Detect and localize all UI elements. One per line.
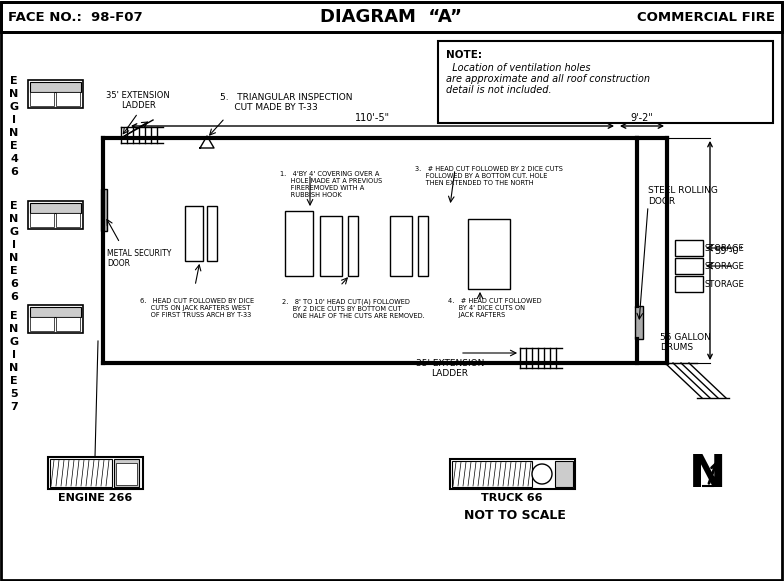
Bar [348,216,358,276]
Bar [30,203,81,213]
Text: N: N [9,128,19,138]
Text: FACE NO.:  98-F07: FACE NO.: 98-F07 [8,10,143,23]
Text: N: N [9,324,19,334]
Bar [101,189,107,231]
Text: 4: 4 [10,154,18,164]
Text: E: E [10,266,18,276]
Text: 3.   # HEAD CUT FOLLOWED BY 2 DICE CUTS
     FOLLOWED BY A BOTTOM CUT. HOLE
    : 3. # HEAD CUT FOLLOWED BY 2 DICE CUTS FO… [415,166,563,186]
Circle shape [532,464,552,484]
Text: 5.   TRIANGULAR INSPECTION
     CUT MADE BY T-33: 5. TRIANGULAR INSPECTION CUT MADE BY T-3… [220,92,353,112]
Text: 4.   # HEAD CUT FOLLOWED
     BY 4' DICE CUTS ON
     JACK RAFTERS: 4. # HEAD CUT FOLLOWED BY 4' DICE CUTS O… [448,298,542,318]
Text: STEEL ROLLING
DOOR: STEEL ROLLING DOOR [648,187,718,206]
Text: N: N [689,453,727,496]
Text: TRUCK 66: TRUCK 66 [481,493,543,503]
Text: E: E [10,311,18,321]
Text: detail is not included.: detail is not included. [446,85,552,95]
Text: N: N [9,214,19,224]
Bar [114,459,139,487]
Bar [30,307,81,317]
Text: 55 GALLON
DRUMS: 55 GALLON DRUMS [660,333,711,353]
Text: STORAGE: STORAGE [705,279,745,289]
Bar [438,41,773,123]
Text: G: G [9,102,19,112]
Text: E: E [10,201,18,211]
Text: 1.   4'BY 4' COVERING OVER A
     HOLE MADE AT A PREVIOUS
     FIREREMOVED WITH : 1. 4'BY 4' COVERING OVER A HOLE MADE AT … [280,171,383,198]
Text: METAL SECURITY
DOOR: METAL SECURITY DOOR [107,249,172,268]
Text: I: I [12,115,16,125]
Text: 5: 5 [10,389,18,399]
Text: are approximate and all roof construction: are approximate and all roof constructio… [446,74,650,84]
Bar [390,216,412,276]
Bar [50,459,112,487]
Text: N: N [9,89,19,99]
Text: 7: 7 [10,402,18,412]
Text: 35' EXTENSION
LADDER: 35' EXTENSION LADDER [106,91,170,110]
Bar [116,463,137,485]
Text: DIAGRAM  “A”: DIAGRAM “A” [320,8,462,26]
Bar [207,206,217,261]
Text: 59'-0": 59'-0" [714,246,743,256]
Text: G: G [9,337,19,347]
Text: 2.   8' TO 10' HEAD CUT(A) FOLLOWED
     BY 2 DICE CUTS BY BOTTOM CUT
     ONE H: 2. 8' TO 10' HEAD CUT(A) FOLLOWED BY 2 D… [282,298,425,318]
Bar [675,276,703,292]
Text: E: E [10,141,18,151]
Bar [452,461,532,487]
Text: E: E [10,76,18,86]
Bar [28,305,83,333]
Text: E: E [10,376,18,386]
Bar [635,306,643,339]
Text: COMMERCIAL FIRE: COMMERCIAL FIRE [637,10,775,23]
Text: G: G [9,227,19,237]
Bar [675,240,703,256]
Text: ENGINE 266: ENGINE 266 [58,493,132,503]
Text: I: I [12,350,16,360]
Text: 6: 6 [10,167,18,177]
Bar [185,206,203,261]
Text: 6: 6 [10,292,18,302]
Bar [1,2,782,32]
Text: Location of ventilation holes: Location of ventilation holes [446,63,590,73]
Bar [30,317,54,331]
Bar [675,258,703,274]
Bar [285,211,313,276]
Bar [30,92,54,106]
Text: 35' EXTENSION
LADDER: 35' EXTENSION LADDER [416,359,485,378]
Text: 6: 6 [10,279,18,289]
Bar [28,80,83,108]
Bar [555,461,573,487]
Text: N: N [9,253,19,263]
Bar [28,201,83,229]
Bar [30,82,81,92]
Bar [56,317,80,331]
Text: STORAGE: STORAGE [705,243,745,253]
Text: STORAGE: STORAGE [705,261,745,271]
Text: 6.   HEAD CUT FOLLOWED BY DICE
     CUTS ON JACK RAFTERS WEST
     OF FIRST TRUS: 6. HEAD CUT FOLLOWED BY DICE CUTS ON JAC… [140,298,254,318]
Text: NOT TO SCALE: NOT TO SCALE [464,509,566,522]
Text: NOTE:: NOTE: [446,50,482,60]
Bar [56,213,80,227]
Text: I: I [12,240,16,250]
Bar [468,219,510,289]
Text: N: N [9,363,19,373]
Text: 110'-5": 110'-5" [355,113,390,123]
Bar [48,457,143,489]
Bar [30,213,54,227]
Bar [320,216,342,276]
Bar [418,216,428,276]
Bar [450,459,575,489]
Text: 9'-2": 9'-2" [630,113,653,123]
Bar [56,92,80,106]
